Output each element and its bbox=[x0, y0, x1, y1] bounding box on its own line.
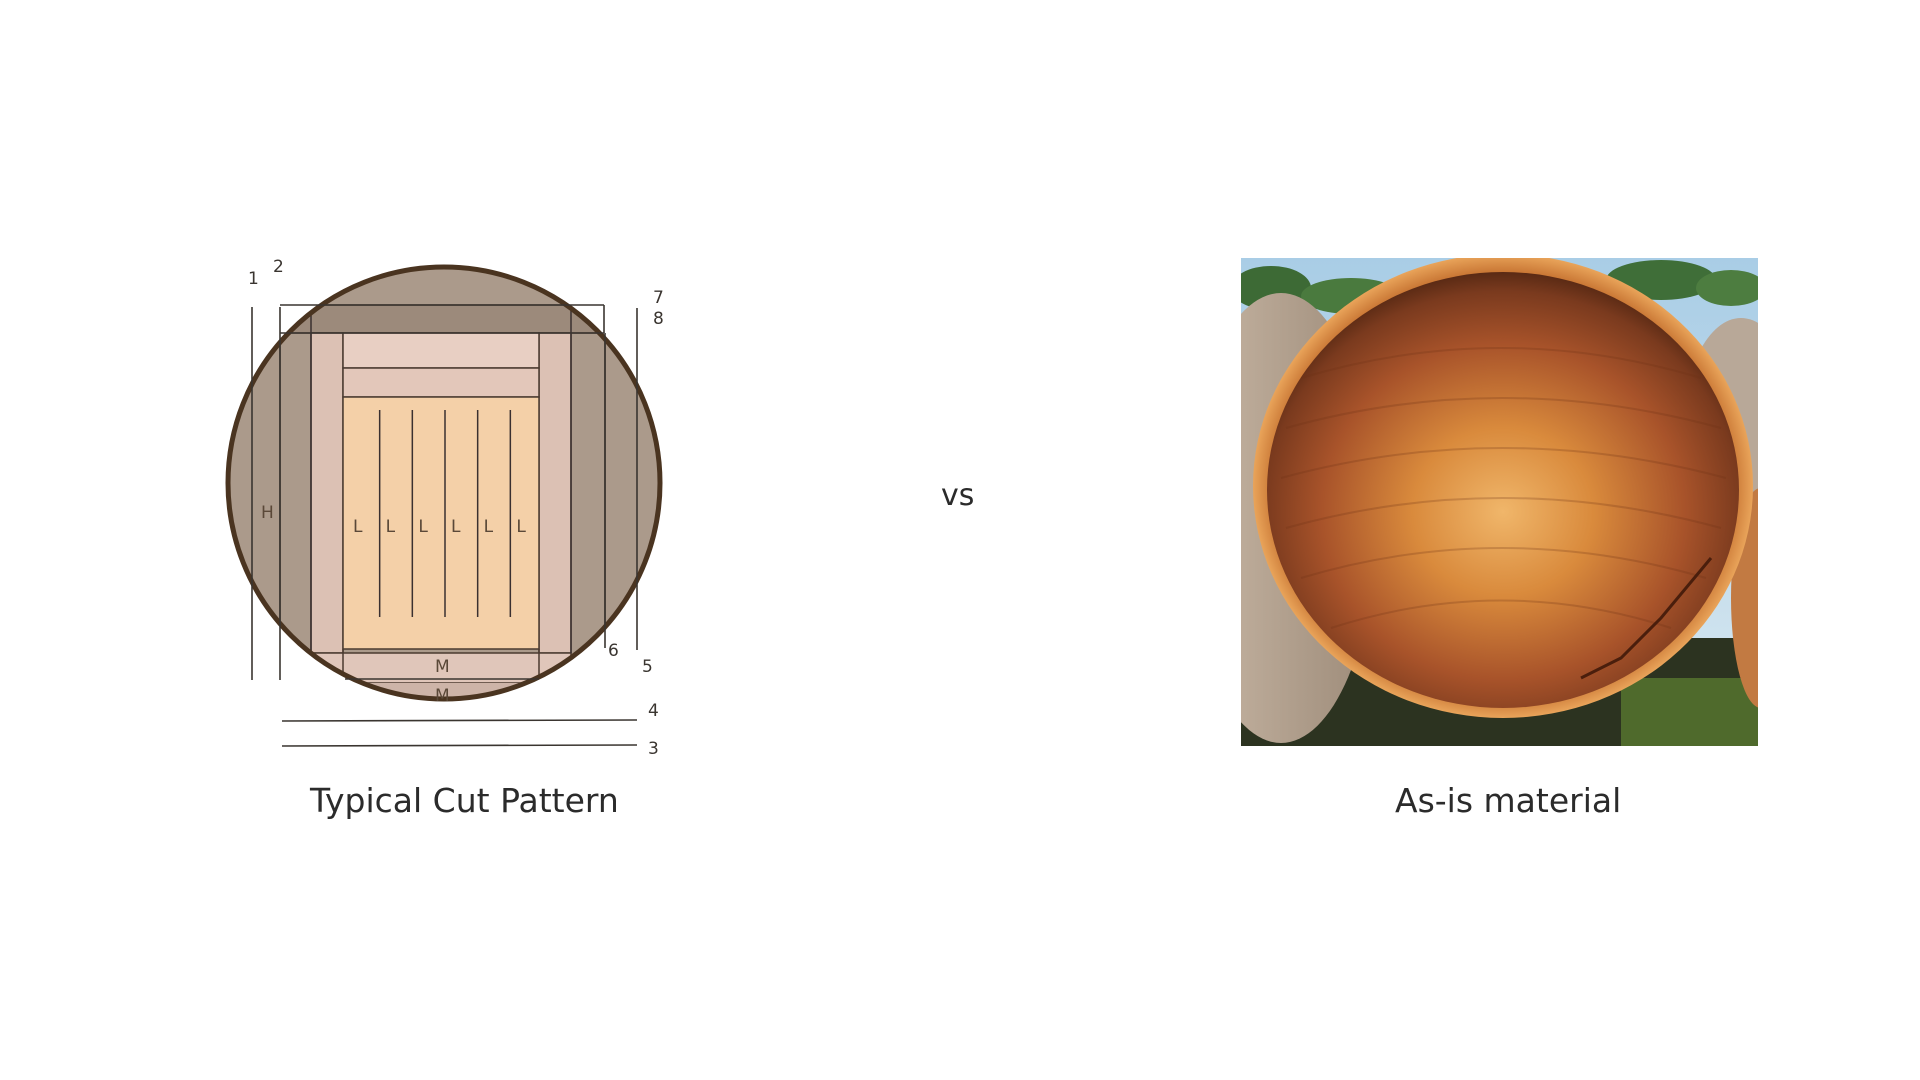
right-side-board bbox=[538, 332, 572, 654]
side-piece-label: H bbox=[261, 503, 274, 523]
top-board-2 bbox=[342, 367, 540, 398]
log-cross-section-photo bbox=[1241, 258, 1758, 746]
center-block bbox=[342, 396, 540, 650]
cut-pattern-caption: Typical Cut Pattern bbox=[310, 781, 619, 820]
center-board-label: L bbox=[484, 517, 494, 537]
center-board-label: L bbox=[451, 517, 461, 537]
guide-lines bbox=[251, 304, 638, 747]
line-number-4: 4 bbox=[648, 701, 659, 721]
top-slab bbox=[279, 304, 606, 334]
line-number-8: 8 bbox=[653, 309, 664, 329]
line-number-1: 1 bbox=[248, 269, 259, 289]
line-number-6: 6 bbox=[608, 641, 619, 661]
log-photo-illustration bbox=[1241, 258, 1758, 746]
as-is-caption: As-is material bbox=[1395, 781, 1622, 820]
vs-separator: vs bbox=[941, 478, 975, 513]
line-number-7: 7 bbox=[653, 288, 664, 308]
log-outline bbox=[225, 264, 663, 702]
line-number-3: 3 bbox=[648, 739, 659, 759]
line-number-2: 2 bbox=[273, 257, 284, 277]
top-board-1 bbox=[342, 332, 540, 369]
left-side-board bbox=[310, 332, 344, 654]
center-board-label: L bbox=[418, 517, 428, 537]
line-number-5: 5 bbox=[642, 657, 653, 677]
center-board-label: L bbox=[386, 517, 396, 537]
bottom-piece-label: M bbox=[435, 657, 450, 677]
center-cut-lines bbox=[378, 410, 512, 617]
center-board-label: L bbox=[353, 517, 363, 537]
center-board-label: L bbox=[516, 517, 526, 537]
log-interior bbox=[228, 267, 660, 699]
bottom-outer-piece-label: M bbox=[435, 686, 450, 706]
